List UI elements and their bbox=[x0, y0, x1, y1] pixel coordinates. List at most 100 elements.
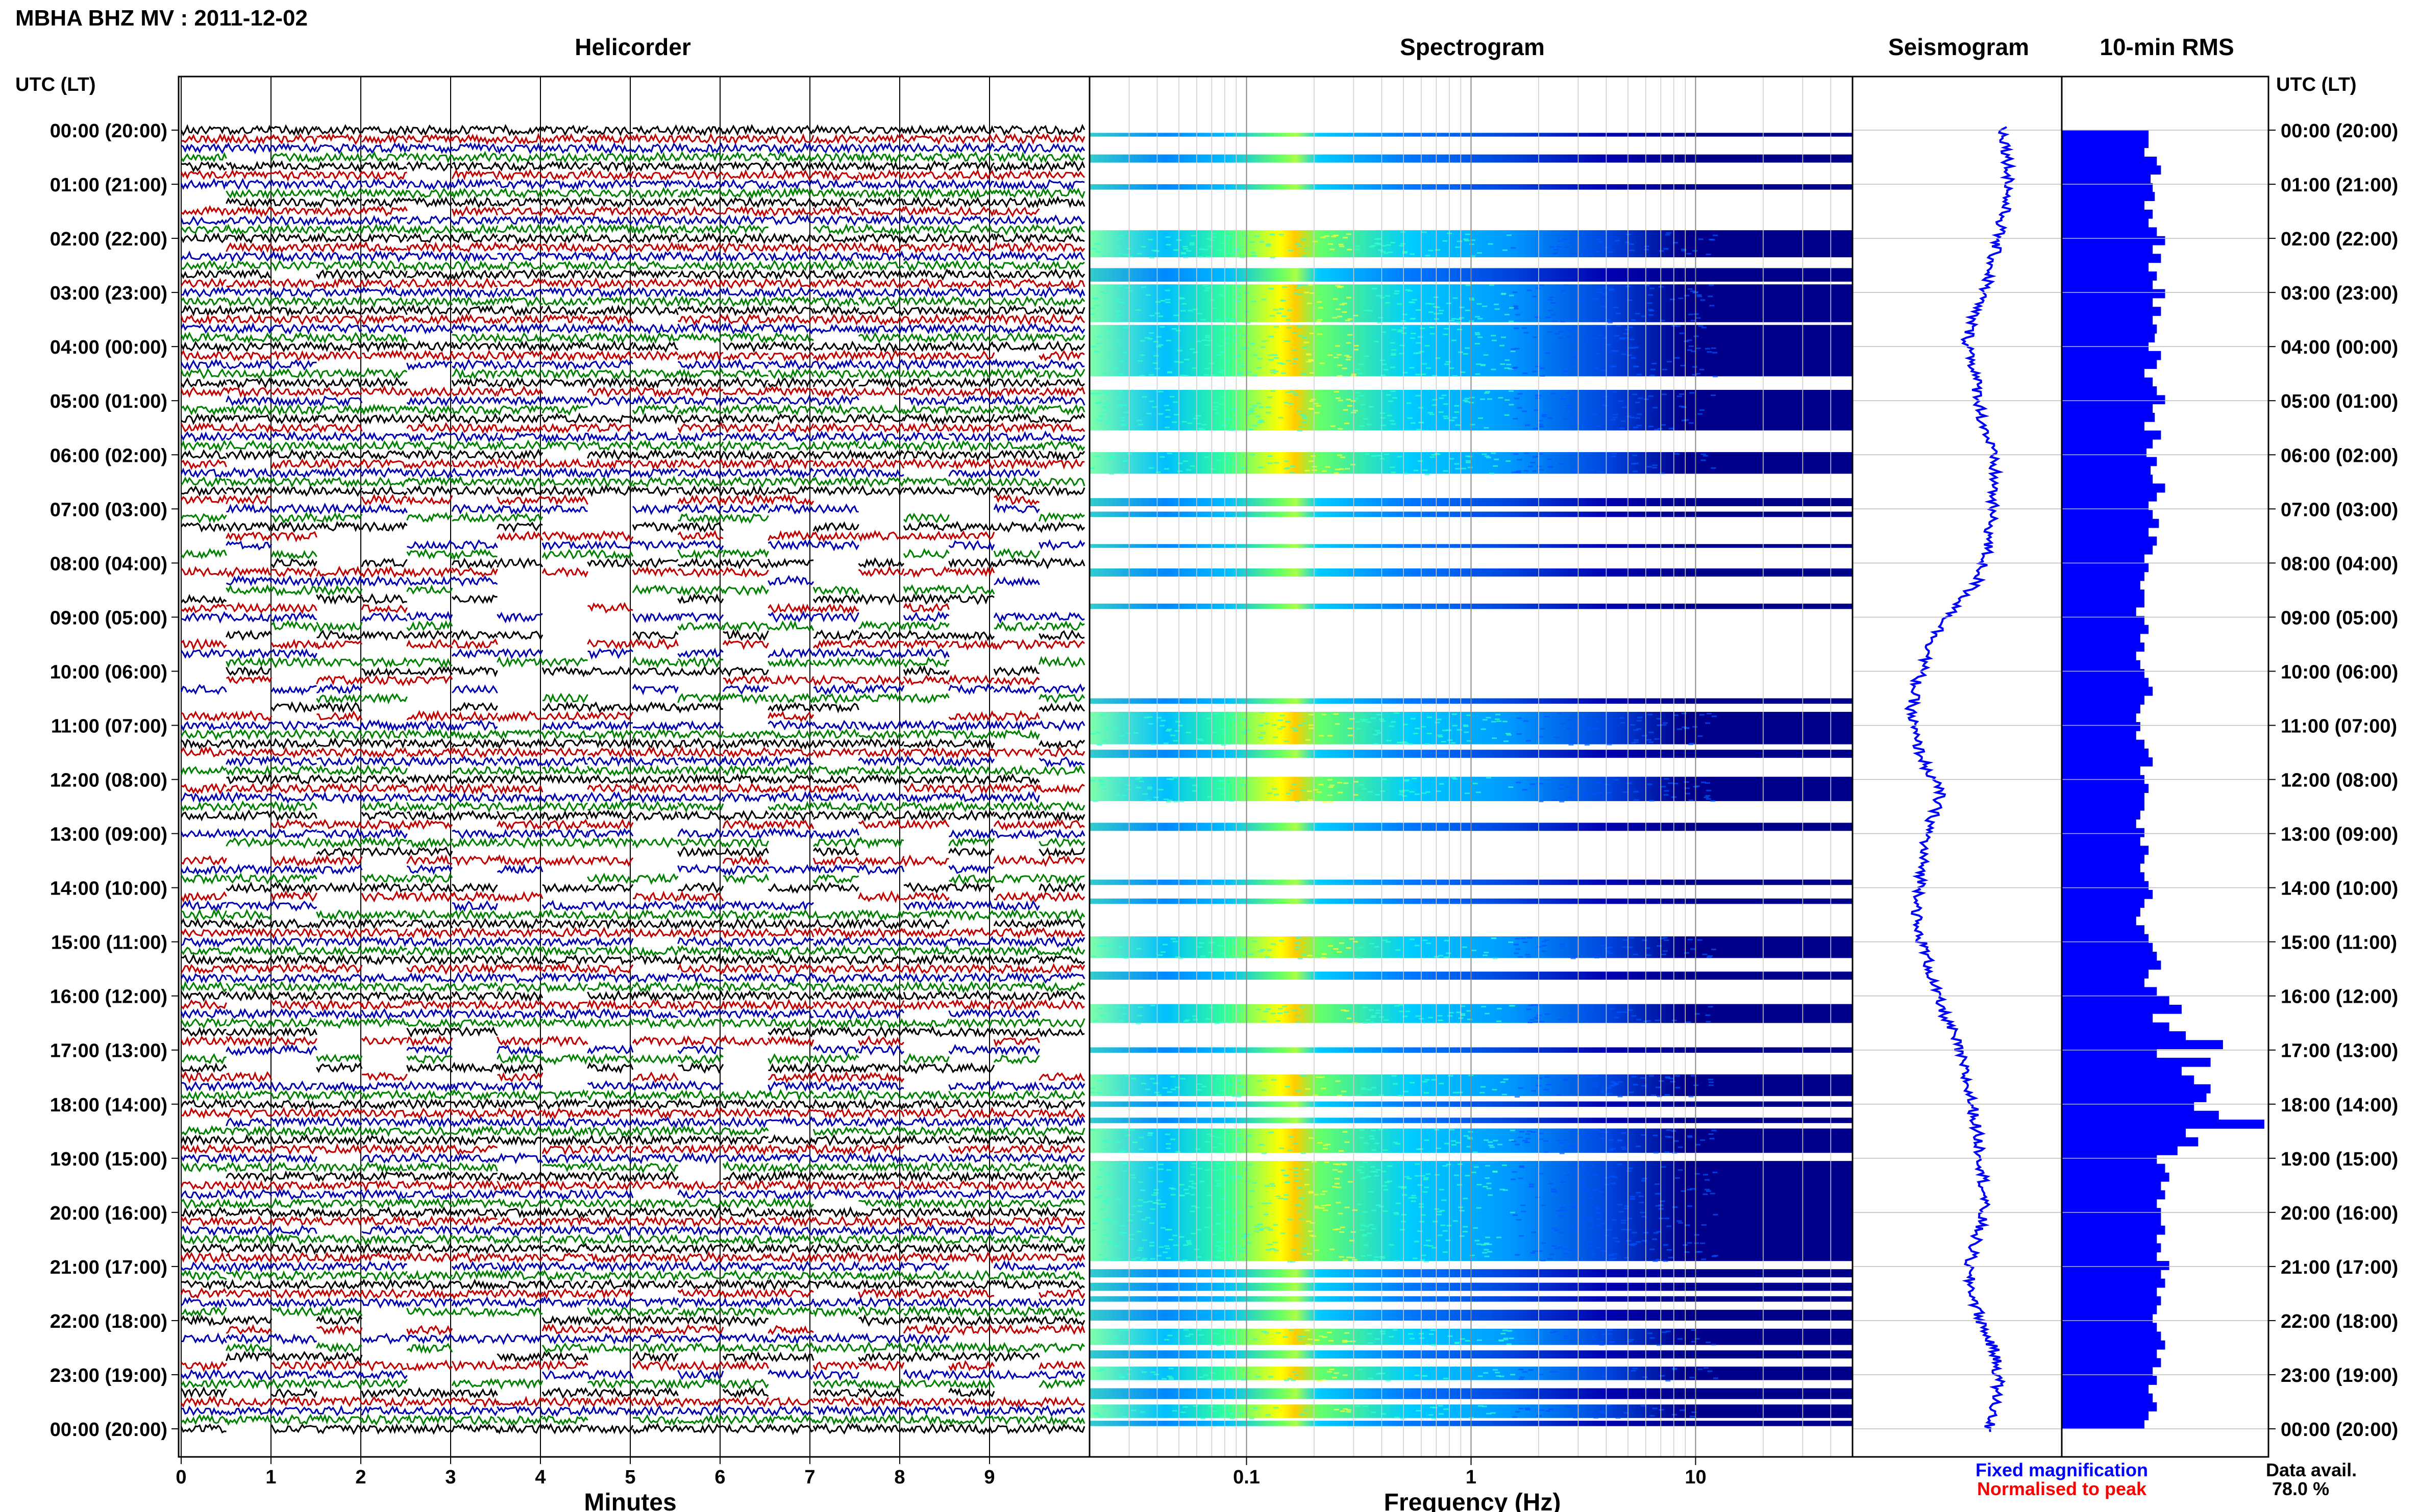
spectrogram-speckle bbox=[1568, 743, 1574, 746]
helicorder-trace-segment bbox=[903, 1224, 950, 1236]
helicorder-trace-segment bbox=[451, 1116, 498, 1128]
helicorder-trace-segment bbox=[723, 873, 769, 885]
spectrogram-speckle bbox=[1614, 335, 1619, 337]
helicorder-trace-segment bbox=[948, 720, 995, 731]
helicorder-trace-segment bbox=[722, 449, 769, 461]
spectrogram-speckle bbox=[1438, 955, 1443, 957]
spectrogram-speckle bbox=[1352, 1022, 1357, 1024]
helicorder-trace-segment bbox=[903, 1025, 949, 1037]
helicorder-trace-segment bbox=[226, 783, 273, 794]
helicorder-trace-segment bbox=[722, 268, 769, 280]
spectrogram-speckle bbox=[1303, 341, 1309, 343]
helicorder-trace-segment bbox=[587, 936, 634, 948]
spectrogram-speckle bbox=[1360, 1224, 1366, 1226]
helicorder-trace-segment bbox=[316, 909, 363, 921]
spectrogram-speckle bbox=[1090, 307, 1095, 309]
spectrogram-speckle bbox=[1695, 373, 1701, 375]
spectrogram-speckle bbox=[1115, 1245, 1120, 1247]
spectrogram-speckle bbox=[1090, 467, 1095, 469]
spectrogram-speckle bbox=[1712, 715, 1717, 717]
spectrogram-speckle bbox=[1469, 396, 1475, 399]
spectrogram-speckle bbox=[1091, 1229, 1097, 1231]
helicorder-trace-segment bbox=[993, 1125, 1040, 1137]
spectrogram-speckle bbox=[1101, 1200, 1106, 1202]
helicorder-trace-segment bbox=[768, 187, 814, 199]
spectrogram-speckle bbox=[1183, 257, 1189, 259]
helicorder-trace-segment bbox=[180, 1071, 227, 1084]
spectrogram-speckle bbox=[1463, 400, 1468, 402]
helicorder-trace-segment bbox=[812, 467, 859, 479]
helicorder-trace-segment bbox=[406, 196, 453, 208]
spectrogram-speckle bbox=[1488, 243, 1493, 245]
helicorder-trace-segment bbox=[948, 468, 995, 479]
helicorder-trace-segment bbox=[587, 1188, 634, 1200]
helicorder-trace-segment bbox=[180, 178, 227, 190]
helicorder-trace-segment bbox=[903, 530, 950, 541]
spectrogram-speckle bbox=[1687, 349, 1693, 351]
helicorder-trace-segment bbox=[858, 856, 905, 867]
spectrogram-speckle bbox=[1252, 354, 1258, 356]
spectrogram-speckle bbox=[1581, 1190, 1586, 1192]
helicorder-trace-segment bbox=[768, 827, 814, 839]
spectrogram-speckle bbox=[1509, 1337, 1514, 1340]
helicorder-trace-segment bbox=[812, 1251, 859, 1263]
spectrogram-speckle bbox=[1484, 1012, 1490, 1014]
spectrogram-speckle bbox=[1551, 1227, 1557, 1229]
helicorder-trace-segment bbox=[948, 540, 995, 551]
spectrogram-speckle bbox=[1648, 741, 1653, 743]
helicorder-trace-segment bbox=[722, 999, 769, 1010]
spectrogram-speckle bbox=[1535, 1004, 1540, 1006]
helicorder-trace-segment bbox=[1039, 1234, 1085, 1246]
helicorder-trace-segment bbox=[677, 457, 724, 469]
spectrogram-speckle bbox=[1134, 778, 1140, 780]
spectrogram-speckle bbox=[1450, 742, 1456, 744]
spectrogram-speckle bbox=[1447, 739, 1453, 741]
helicorder-trace-segment bbox=[361, 1287, 407, 1300]
helicorder-trace-segment bbox=[361, 332, 408, 344]
helicorder-trace-segment bbox=[541, 792, 588, 803]
helicorder-trace-segment bbox=[226, 945, 272, 956]
spectrogram-speckle bbox=[1571, 742, 1577, 744]
helicorder-trace-segment bbox=[270, 1351, 317, 1361]
helicorder-trace-segment bbox=[587, 648, 633, 660]
helicorder-trace-segment bbox=[993, 1171, 1040, 1182]
helicorder-trace-segment bbox=[903, 909, 950, 919]
spectrogram-speckle bbox=[1147, 716, 1153, 718]
spectrogram-speckle bbox=[1116, 238, 1121, 240]
spectrogram-speckle bbox=[1105, 946, 1111, 948]
helicorder-trace-segment bbox=[903, 187, 950, 200]
spectrogram-speckle bbox=[1629, 416, 1635, 418]
helicorder-trace-segment bbox=[406, 448, 453, 460]
helicorder-trace-segment bbox=[542, 531, 588, 542]
spectrogram-speckle bbox=[1393, 1212, 1399, 1214]
helicorder-trace-segment bbox=[632, 304, 679, 316]
helicorder-trace-segment bbox=[316, 791, 363, 804]
helicorder-trace-segment bbox=[180, 358, 227, 371]
spectrogram-speckle bbox=[1697, 413, 1703, 415]
spectrogram-speckle bbox=[1402, 724, 1408, 726]
helicorder-trace-segment bbox=[451, 503, 498, 515]
spectrogram-speckle bbox=[1313, 403, 1319, 405]
spectrogram-speckle bbox=[1610, 1148, 1616, 1150]
spectrogram-speckle bbox=[1554, 1229, 1560, 1231]
spectrogram-speckle bbox=[1223, 342, 1229, 344]
helicorder-trace-segment bbox=[768, 1207, 814, 1219]
helicorder-trace-segment bbox=[768, 1296, 814, 1308]
spectrogram-speckle bbox=[1412, 778, 1417, 780]
spectrogram-speckle bbox=[1117, 955, 1122, 957]
spectrogram-speckle bbox=[1282, 286, 1288, 288]
helicorder-trace-segment bbox=[1039, 783, 1085, 795]
spectrogram-speckle bbox=[1664, 790, 1669, 792]
helicorder-trace-segment bbox=[722, 809, 769, 822]
helicorder-trace-segment bbox=[632, 459, 679, 470]
helicorder-trace-segment bbox=[1039, 1143, 1085, 1154]
spectrogram-speckle bbox=[1112, 727, 1118, 729]
spectrogram-speckle bbox=[1639, 1201, 1644, 1203]
spectrogram-speckle bbox=[1121, 1150, 1126, 1152]
helicorder-trace-segment bbox=[542, 505, 588, 515]
helicorder-trace-segment bbox=[180, 215, 227, 227]
helicorder-trace-segment bbox=[406, 566, 453, 578]
spectrogram-speckle bbox=[1294, 1180, 1300, 1182]
helicorder-trace-segment bbox=[361, 819, 408, 831]
helicorder-trace-segment bbox=[1039, 1179, 1085, 1192]
